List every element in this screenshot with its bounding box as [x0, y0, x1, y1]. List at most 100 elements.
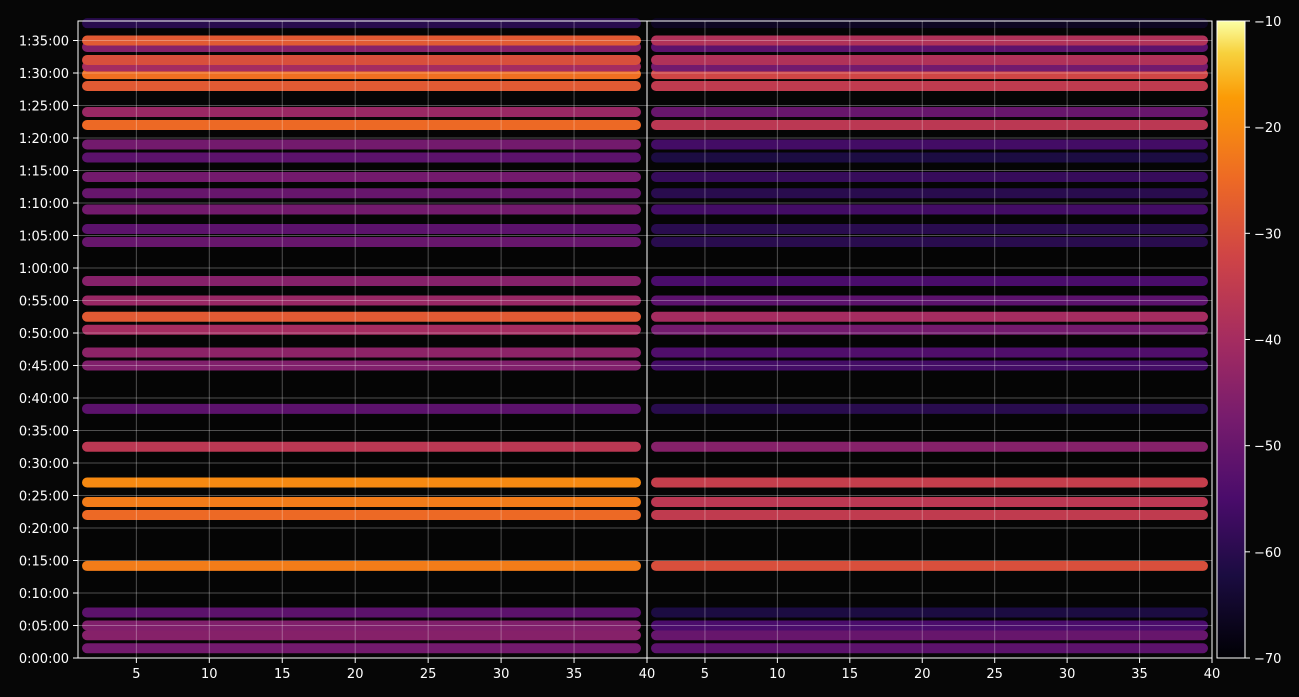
colorbar-tick-label: −40: [1254, 334, 1281, 349]
heat-band-right: [651, 204, 1208, 215]
heat-band-left: [82, 35, 641, 46]
x-tick-label-right: 20: [914, 667, 931, 682]
heat-band-left: [82, 630, 641, 641]
heat-band-left: [82, 224, 641, 234]
heat-band-left: [82, 360, 641, 371]
y-tick-label: 0:05:00: [19, 620, 69, 635]
heat-band-right: [651, 497, 1208, 507]
y-tick-label: 0:15:00: [19, 555, 69, 570]
heat-band-right: [651, 620, 1208, 631]
heat-band-left: [82, 403, 641, 414]
heat-band-right: [651, 347, 1208, 358]
y-tick-label: 1:05:00: [19, 230, 69, 245]
heat-band-right: [651, 188, 1208, 199]
heat-band-right: [651, 107, 1208, 117]
heat-band-left: [82, 560, 641, 571]
heat-band-right: [651, 276, 1208, 286]
heat-band-left: [82, 107, 641, 117]
heat-band-left: [82, 172, 641, 182]
colorbar-tick-label: −50: [1254, 440, 1281, 455]
heat-band-right: [651, 120, 1208, 130]
colorbar: −10 −20 −30 −40 −50 −60 −70: [1216, 15, 1281, 667]
x-tick-label-left: 30: [493, 667, 510, 682]
heat-band-left: [82, 237, 641, 247]
heat-band-left: [82, 643, 641, 654]
y-tick-label: 1:00:00: [19, 262, 69, 277]
colorbar-tick-label: −30: [1254, 227, 1281, 242]
y-tick-label: 0:40:00: [19, 392, 69, 407]
heat-band-right: [651, 139, 1208, 150]
y-tick-label: 1:35:00: [19, 35, 69, 50]
heat-band-right: [651, 18, 1208, 29]
x-tick-label-left: 15: [274, 667, 291, 682]
heat-band-left: [82, 441, 641, 452]
x-tick-label-left: 20: [347, 667, 364, 682]
x-tick-label-right: 10: [769, 667, 786, 682]
heat-band-right: [651, 81, 1208, 91]
y-tick-label: 0:35:00: [19, 425, 69, 440]
y-tick-label: 0:20:00: [19, 522, 69, 537]
heat-band-right: [651, 237, 1208, 247]
heat-band-right: [651, 35, 1208, 46]
heat-band-left: [82, 620, 641, 631]
heat-band-right: [651, 607, 1208, 618]
heat-band-right: [651, 295, 1208, 306]
colorbar-tick-label: −20: [1254, 121, 1281, 136]
x-tick-label-left: 10: [201, 667, 218, 682]
y-tick-label: 0:00:00: [19, 652, 69, 667]
y-tick-label: 0:50:00: [19, 327, 69, 342]
heat-band-left: [82, 152, 641, 163]
heat-band-right: [651, 152, 1208, 163]
x-tick-label-right: 15: [842, 667, 859, 682]
y-tick-label: 1:20:00: [19, 132, 69, 147]
heat-band-left: [82, 188, 641, 199]
right-panel: [647, 18, 1212, 658]
heat-band-left: [82, 204, 641, 215]
colorbar-tick-label: −10: [1254, 15, 1281, 30]
tick-labels: 0:00:00 0:05:00 0:10:00 0:15:00 0:20:00 0:25:…: [19, 35, 1220, 683]
x-tick-label-left: 40: [639, 667, 656, 682]
heat-band-left: [82, 276, 641, 286]
heat-band-right: [651, 441, 1208, 452]
heat-band-right: [651, 643, 1208, 654]
heat-band-right: [651, 560, 1208, 571]
heat-band-right: [651, 55, 1208, 65]
heat-band-right: [651, 630, 1208, 641]
heat-band-left: [82, 510, 641, 520]
x-tick-label-left: 35: [566, 667, 583, 682]
y-tick-label: 0:10:00: [19, 587, 69, 602]
heat-band-right: [651, 510, 1208, 520]
heat-band-left: [82, 347, 641, 358]
heat-band-left: [82, 607, 641, 618]
heat-band-left: [82, 324, 641, 335]
heat-band-left: [82, 120, 641, 130]
heat-band-right: [651, 224, 1208, 234]
heat-band-right: [651, 69, 1208, 80]
x-tick-label-right: 30: [1059, 667, 1076, 682]
y-tick-label: 0:45:00: [19, 360, 69, 375]
x-tick-label-right: 35: [1131, 667, 1148, 682]
y-tick-label: 1:10:00: [19, 197, 69, 212]
heat-band-right: [651, 477, 1208, 488]
heat-band-right: [651, 360, 1208, 371]
y-tick-label: 1:25:00: [19, 100, 69, 115]
heat-band-left: [82, 81, 641, 91]
y-tick-label: 0:25:00: [19, 490, 69, 505]
heat-band-left: [82, 497, 641, 507]
y-tick-label: 0:55:00: [19, 295, 69, 310]
axes-frame: [77, 20, 1213, 659]
heat-band-left: [82, 55, 641, 65]
heat-band-left: [82, 139, 641, 150]
colorbar-tick-label: −70: [1254, 652, 1281, 667]
right-axes-frame: [646, 20, 1213, 659]
heat-band-left: [82, 477, 641, 488]
grid-lines: [73, 21, 1213, 663]
heat-band-left: [82, 69, 641, 80]
heat-band-right: [651, 311, 1208, 322]
y-tick-label: 1:30:00: [19, 67, 69, 82]
colorbar-tick-label: −60: [1254, 546, 1281, 561]
heat-band-left: [82, 18, 641, 29]
x-tick-label-right: 40: [1204, 667, 1221, 682]
x-tick-label-right: 5: [701, 667, 709, 682]
